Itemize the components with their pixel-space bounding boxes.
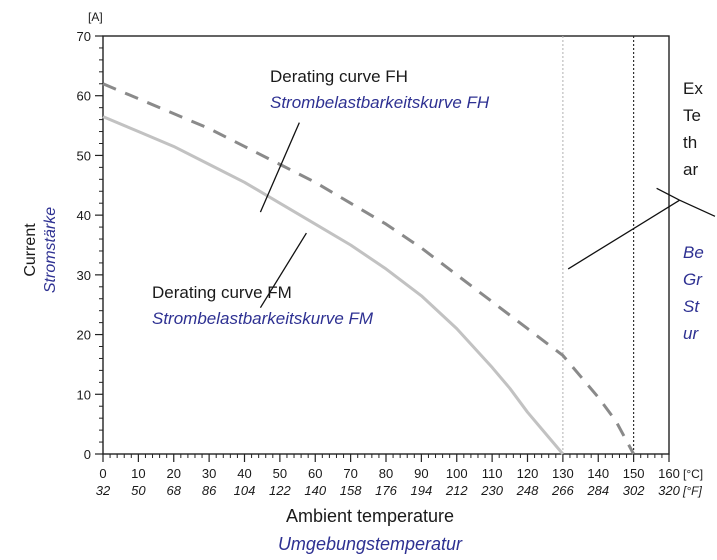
y-axis-label-alt: Stromstärke — [42, 207, 59, 293]
y-tick-label: 40 — [77, 208, 91, 223]
x-tick-label-fahrenheit: 248 — [516, 483, 539, 498]
x-tick-label-fahrenheit: 140 — [304, 483, 326, 498]
x-axis-label: Ambient temperature — [286, 506, 454, 526]
x-tick-label-celsius: 110 — [482, 466, 503, 481]
annotation-fh-de: Strombelastbarkeitskurve FH — [270, 93, 490, 112]
y-axis-label: Current — [22, 223, 39, 277]
x-tick-label-celsius: 150 — [623, 466, 645, 481]
x-axis-label-alt: Umgebungstemperatur — [278, 534, 463, 554]
x-tick-label-fahrenheit: 194 — [411, 483, 433, 498]
x-tick-label-celsius: 10 — [131, 466, 145, 481]
annotation-right-de-2: Gr — [683, 270, 703, 289]
annotation-fm-en: Derating curve FM — [152, 283, 292, 302]
x-unit-celsius: [°C] — [683, 467, 703, 481]
leader-fh — [259, 122, 300, 213]
x-tick-label-celsius: 120 — [517, 466, 539, 481]
leader-right-upper — [656, 187, 680, 201]
x-tick-label-celsius: 0 — [99, 466, 106, 481]
y-tick-label: 50 — [77, 148, 91, 163]
annotation-right-de-4: ur — [683, 324, 699, 343]
annotation-right-en-4: ar — [683, 160, 698, 179]
annotation-right-de-3: St — [683, 297, 700, 316]
x-tick-label-fahrenheit: 32 — [96, 483, 111, 498]
x-tick-label-fahrenheit: 50 — [131, 483, 146, 498]
annotation-right-en-1: Ex — [683, 79, 703, 98]
x-tick-label-fahrenheit: 122 — [269, 483, 291, 498]
x-tick-label-celsius: 20 — [167, 466, 181, 481]
x-tick-label-celsius: 80 — [379, 466, 393, 481]
x-tick-label-celsius: 100 — [446, 466, 468, 481]
x-tick-label-fahrenheit: 320 — [658, 483, 680, 498]
x-tick-label-celsius: 70 — [343, 466, 357, 481]
x-tick-label-fahrenheit: 212 — [445, 483, 468, 498]
x-tick-label-fahrenheit: 158 — [340, 483, 362, 498]
annotation-right-en-3: th — [683, 133, 697, 152]
annotation-right-en-2: Te — [683, 106, 701, 125]
x-tick-label-fahrenheit: 302 — [623, 483, 645, 498]
x-tick-label-fahrenheit: 86 — [202, 483, 217, 498]
y-unit-label: [A] — [88, 10, 103, 24]
y-tick-label: 10 — [77, 387, 91, 402]
leader-right-lower — [567, 199, 680, 270]
annotation-fh-en: Derating curve FH — [270, 67, 408, 86]
x-tick-label-celsius: 160 — [658, 466, 680, 481]
x-tick-label-celsius: 30 — [202, 466, 216, 481]
x-tick-label-fahrenheit: 284 — [586, 483, 609, 498]
x-tick-label-fahrenheit: 176 — [375, 483, 397, 498]
y-tick-label: 60 — [77, 89, 91, 104]
series-line-fh — [102, 82, 635, 455]
x-tick-label-celsius: 50 — [273, 466, 287, 481]
x-tick-label-celsius: 140 — [587, 466, 609, 481]
x-tick-label-fahrenheit: 104 — [234, 483, 256, 498]
leader-right-tip — [679, 199, 716, 217]
y-tick-label: 70 — [77, 29, 91, 44]
reference-lines — [562, 36, 635, 454]
ticks: 0 10 20 30 40 50 60 70 0 32 10 50 20 68 30 86 40 104 50 122… — [77, 29, 704, 498]
leader-fm — [259, 232, 307, 309]
x-tick-label-celsius: 40 — [237, 466, 251, 481]
annotation-fm-de: Strombelastbarkeitskurve FM — [152, 309, 374, 328]
x-tick-label-celsius: 60 — [308, 466, 322, 481]
x-unit-fahrenheit: [°F] — [682, 484, 702, 498]
y-tick-label: 30 — [77, 268, 91, 283]
series-line-fm — [102, 115, 565, 455]
annotation-right-de-1: Be — [683, 243, 704, 262]
x-tick-label-celsius: 130 — [552, 466, 574, 481]
y-tick-label: 20 — [77, 328, 91, 343]
x-tick-label-fahrenheit: 266 — [551, 483, 574, 498]
series-group — [102, 82, 635, 455]
x-tick-label-celsius: 90 — [414, 466, 428, 481]
y-tick-label: 0 — [84, 447, 91, 462]
annotation-leaders — [259, 122, 716, 309]
x-tick-label-fahrenheit: 230 — [480, 483, 503, 498]
x-tick-label-fahrenheit: 68 — [167, 483, 182, 498]
